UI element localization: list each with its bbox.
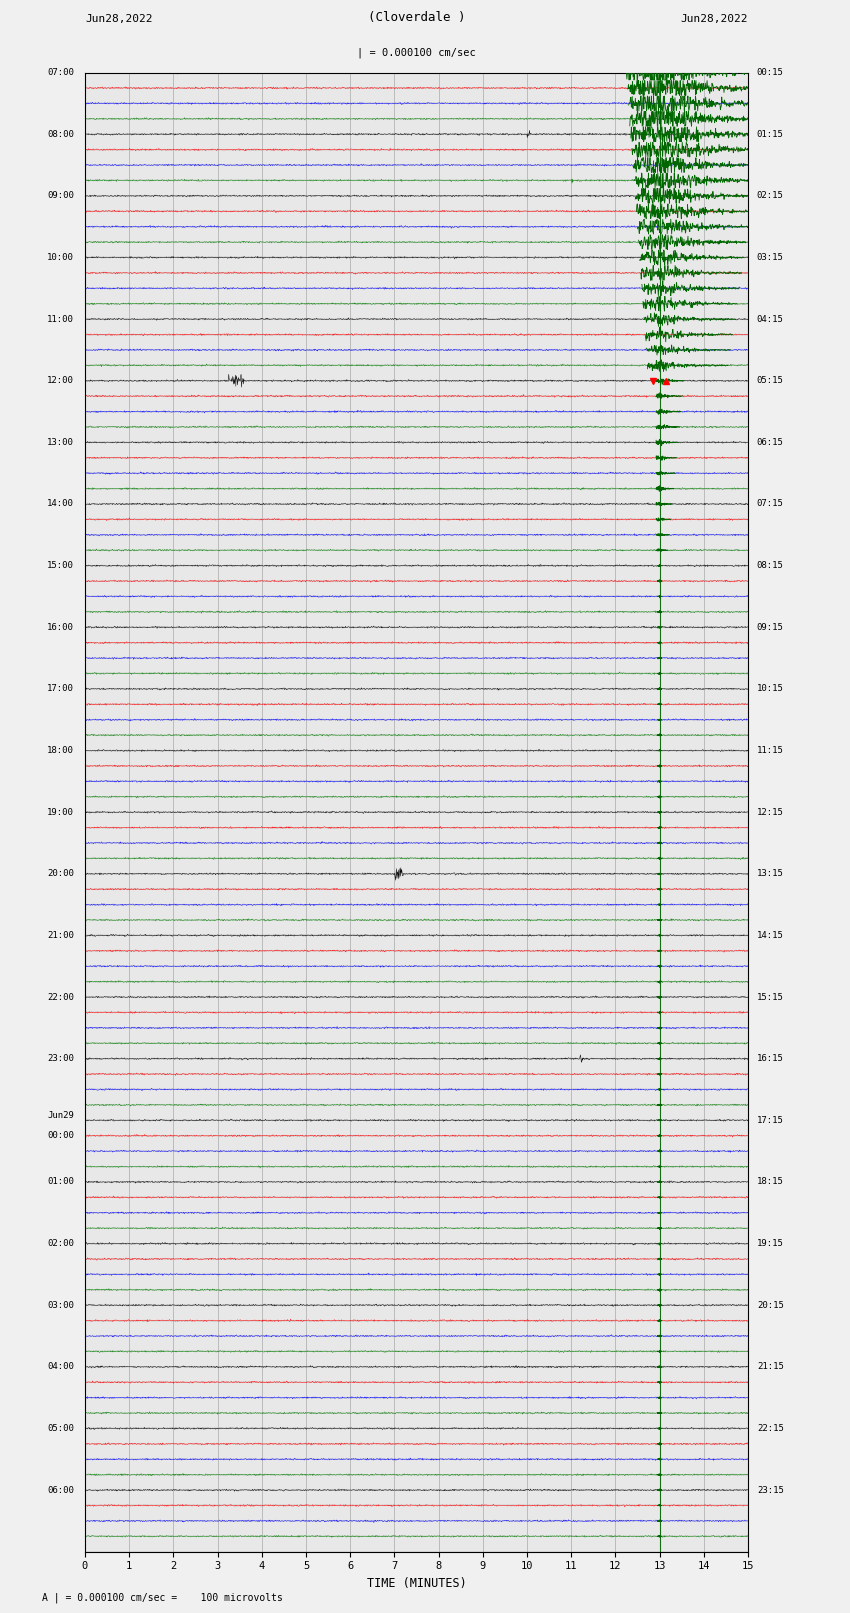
- Text: 21:00: 21:00: [47, 931, 74, 940]
- Text: 03:00: 03:00: [47, 1300, 74, 1310]
- Text: 16:00: 16:00: [47, 623, 74, 632]
- Text: 14:15: 14:15: [756, 931, 784, 940]
- Text: 01:15: 01:15: [756, 129, 784, 139]
- Text: 06:00: 06:00: [47, 1486, 74, 1495]
- Text: | = 0.000100 cm/sec: | = 0.000100 cm/sec: [357, 47, 476, 58]
- Text: 00:00: 00:00: [47, 1131, 74, 1140]
- Text: 01:00: 01:00: [47, 1177, 74, 1187]
- Text: 23:15: 23:15: [756, 1486, 784, 1495]
- Text: 20:15: 20:15: [756, 1300, 784, 1310]
- Text: 07:00: 07:00: [47, 68, 74, 77]
- Text: 03:15: 03:15: [756, 253, 784, 261]
- Text: 18:15: 18:15: [756, 1177, 784, 1187]
- Text: 12:15: 12:15: [756, 808, 784, 816]
- Text: 06:15: 06:15: [756, 437, 784, 447]
- Text: 23:00: 23:00: [47, 1055, 74, 1063]
- Text: 17:15: 17:15: [756, 1116, 784, 1124]
- Text: 13:00: 13:00: [47, 437, 74, 447]
- Text: 22:15: 22:15: [756, 1424, 784, 1432]
- Text: 13:15: 13:15: [756, 869, 784, 877]
- Text: 09:15: 09:15: [756, 623, 784, 632]
- Text: A | = 0.000100 cm/sec =    100 microvolts: A | = 0.000100 cm/sec = 100 microvolts: [42, 1592, 283, 1603]
- Text: 15:15: 15:15: [756, 992, 784, 1002]
- Text: 16:15: 16:15: [756, 1055, 784, 1063]
- Text: 00:15: 00:15: [756, 68, 784, 77]
- Text: 08:00: 08:00: [47, 129, 74, 139]
- Text: 15:00: 15:00: [47, 561, 74, 569]
- Text: 17:00: 17:00: [47, 684, 74, 694]
- Text: 11:00: 11:00: [47, 315, 74, 324]
- Text: Jun29: Jun29: [47, 1111, 74, 1119]
- Text: Jun28,2022: Jun28,2022: [85, 15, 152, 24]
- Text: 19:00: 19:00: [47, 808, 74, 816]
- Text: 07:15: 07:15: [756, 500, 784, 508]
- Text: 08:15: 08:15: [756, 561, 784, 569]
- Text: 22:00: 22:00: [47, 992, 74, 1002]
- Text: (Cloverdale ): (Cloverdale ): [368, 11, 465, 24]
- Text: 02:15: 02:15: [756, 192, 784, 200]
- Text: 12:00: 12:00: [47, 376, 74, 386]
- Text: 11:15: 11:15: [756, 747, 784, 755]
- Text: 04:15: 04:15: [756, 315, 784, 324]
- Text: 05:15: 05:15: [756, 376, 784, 386]
- X-axis label: TIME (MINUTES): TIME (MINUTES): [366, 1578, 467, 1590]
- Text: 18:00: 18:00: [47, 747, 74, 755]
- Text: Jun28,2022: Jun28,2022: [681, 15, 748, 24]
- Text: 10:15: 10:15: [756, 684, 784, 694]
- Text: 02:00: 02:00: [47, 1239, 74, 1248]
- Text: 19:15: 19:15: [756, 1239, 784, 1248]
- Text: 14:00: 14:00: [47, 500, 74, 508]
- Text: 09:00: 09:00: [47, 192, 74, 200]
- Text: 04:00: 04:00: [47, 1363, 74, 1371]
- Text: 10:00: 10:00: [47, 253, 74, 261]
- Text: 21:15: 21:15: [756, 1363, 784, 1371]
- Text: 05:00: 05:00: [47, 1424, 74, 1432]
- Text: 20:00: 20:00: [47, 869, 74, 877]
